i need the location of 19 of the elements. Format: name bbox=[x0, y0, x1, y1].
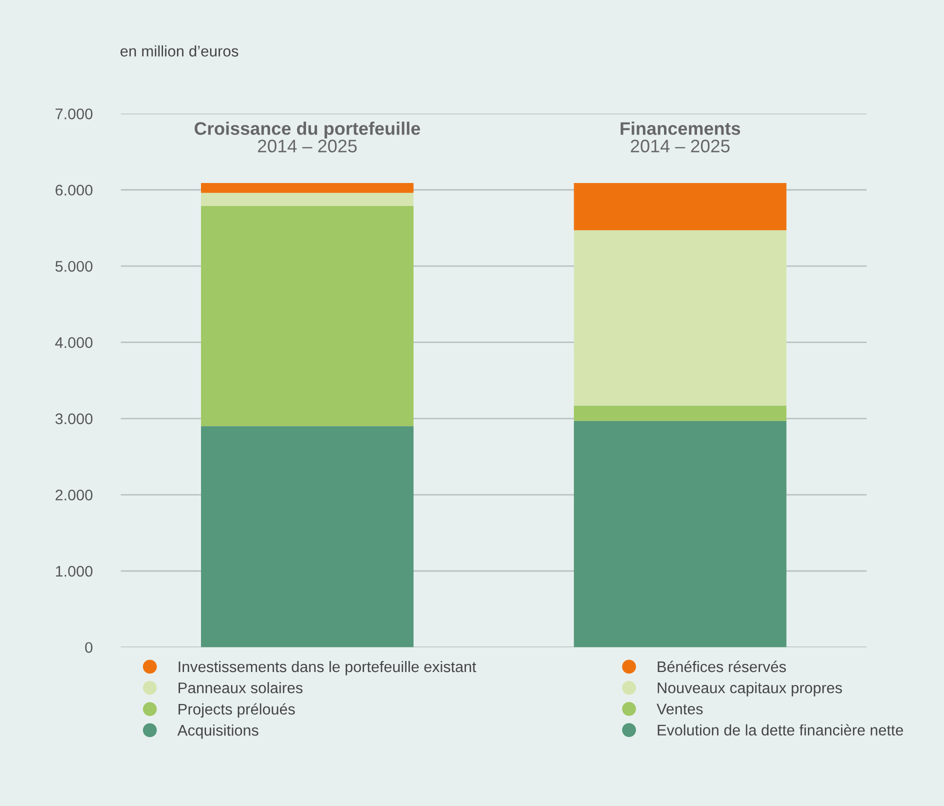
legend-label: Evolution de la dette financière nette bbox=[658, 724, 904, 736]
y-tick-label: 3.000 bbox=[55, 413, 92, 424]
y-tick-label: 6.000 bbox=[56, 184, 92, 196]
y-tick-label: 2.000 bbox=[56, 490, 92, 500]
y-tick-label: 1.000 bbox=[56, 566, 92, 577]
y-tick-label: 4.000 bbox=[55, 337, 92, 348]
legend-label: Projects préloués bbox=[178, 703, 295, 718]
y-tick-label: 5.000 bbox=[55, 260, 92, 272]
legend-label: Panneaux solaires bbox=[178, 682, 303, 694]
legend-label: Acquisitions bbox=[177, 724, 258, 739]
legend-label: Nouveaux capitaux propres bbox=[658, 682, 842, 696]
legend-label: Bénéfices réservés bbox=[658, 660, 786, 672]
legend-label: Ventes bbox=[656, 704, 703, 714]
legend-label: Investissements dans le portefeuille existant bbox=[178, 660, 476, 676]
y-tick-label: 7.000 bbox=[56, 108, 92, 120]
x-tick-label: Croissance du portefeuille 2014 – 2025 bbox=[194, 122, 420, 152]
y-tick-label: 0 bbox=[85, 642, 92, 653]
y-axis-title: en million d’euros bbox=[120, 45, 238, 57]
x-tick-label: Financements 2014 – 2025 bbox=[620, 122, 740, 152]
